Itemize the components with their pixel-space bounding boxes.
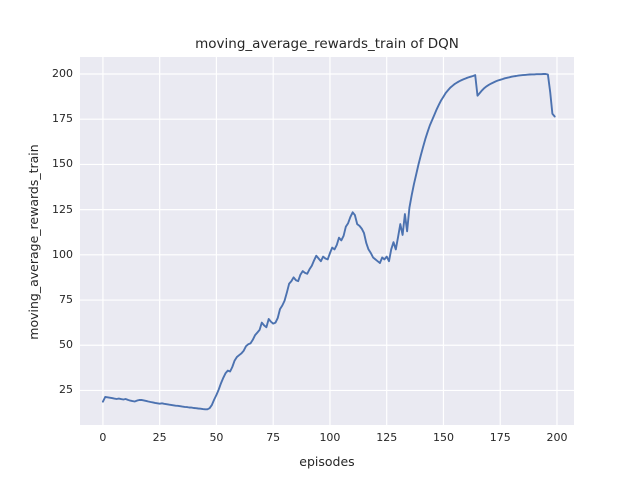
y-tick-label: 175: [52, 112, 73, 126]
line-chart-canvas: [80, 57, 574, 425]
y-tick-label: 125: [52, 202, 73, 216]
chart-title: moving_average_rewards_train of DQN: [195, 36, 459, 52]
y-tick-label: 100: [52, 247, 73, 261]
y-tick-label: 75: [59, 293, 73, 307]
x-tick-label: 100: [319, 431, 341, 444]
x-tick-label: 125: [376, 431, 398, 444]
y-tick-label: 200: [52, 66, 73, 80]
plot-area: [80, 57, 574, 425]
x-tick-label: 75: [266, 431, 281, 444]
y-tick-label: 25: [59, 383, 73, 397]
x-tick-label: 25: [152, 431, 167, 444]
x-tick-label: 150: [432, 431, 454, 444]
y-tick-label: 50: [59, 338, 73, 352]
x-tick-label: 175: [489, 431, 511, 444]
x-tick-label: 0: [99, 431, 107, 444]
x-tick-label: 50: [209, 431, 224, 444]
x-tick-label: 200: [546, 431, 568, 444]
axes-background: [80, 57, 574, 425]
series-line: [101, 73, 556, 411]
y-axis-label: moving_average_rewards_train: [26, 144, 41, 340]
x-axis-label: episodes: [299, 454, 355, 469]
y-tick-label: 150: [52, 157, 73, 171]
